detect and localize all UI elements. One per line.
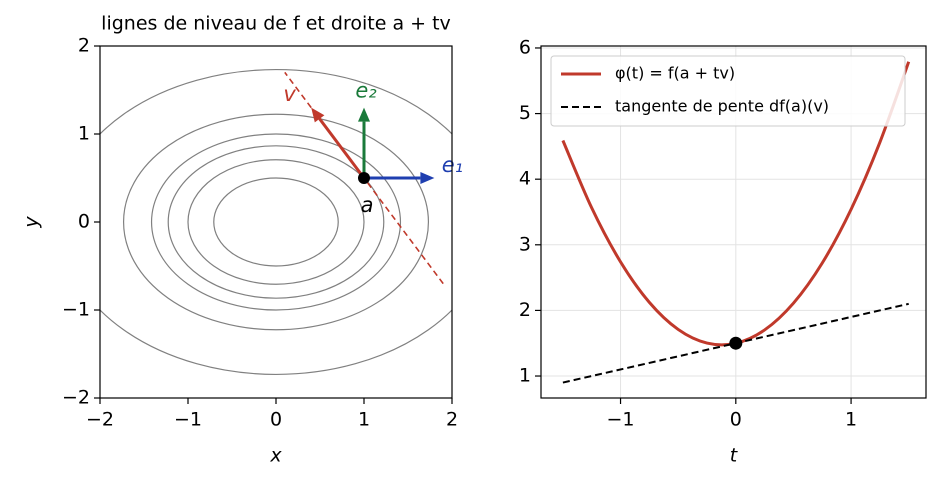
x-tick-label: −1 [607,409,635,431]
contour [187,159,365,285]
y-tick-label: 6 [519,36,531,58]
y-tick-label: 5 [519,102,531,124]
y-tick-label: 1 [519,365,531,387]
y-tick-label: 4 [519,168,531,190]
contour [150,133,402,311]
plot-frame [99,45,453,399]
legend-label: tangente de pente df(a)(v) [615,97,829,116]
x-axis-label: x [269,445,282,467]
x-tick-label: 1 [358,409,370,431]
x-tick-label: 2 [446,409,458,431]
y-axis-label: y [21,216,43,229]
chart-title: lignes de niveau de f et droite a + tv [101,13,451,35]
y-tick-label: 0 [78,211,90,233]
contour [167,145,385,299]
arrow-head [420,172,435,184]
y-tick-label: 1 [78,123,90,145]
contour [213,177,339,267]
x-tick-label: 0 [730,409,742,431]
arrow [311,107,366,179]
point [358,172,370,184]
x-tick-label: −1 [174,409,202,431]
contour [100,69,452,375]
contour [122,113,430,331]
point [729,336,743,350]
y-tick-label: −2 [62,387,90,409]
legend-label: φ(t) = f(a + tv) [615,64,735,83]
y-tick-label: −1 [62,299,90,321]
arrow-shaft [318,117,366,179]
y-tick-label: 2 [78,35,90,57]
vector-label: v [283,82,296,106]
legend-box [550,55,906,127]
x-axis-label: t [730,445,739,467]
plot-frame [540,45,927,399]
plot-area [100,69,452,375]
point-label: a [361,193,374,217]
y-tick-label: 3 [519,233,531,255]
vector-label: e₂ [355,79,377,103]
x-tick-label: 1 [845,409,857,431]
x-tick-label: −2 [86,409,114,431]
arrow [358,107,370,178]
arrow [364,172,435,184]
arrow-head [358,107,370,122]
y-tick-label: 2 [519,299,531,321]
x-tick-label: 0 [270,409,282,431]
arrow-head [311,107,325,123]
